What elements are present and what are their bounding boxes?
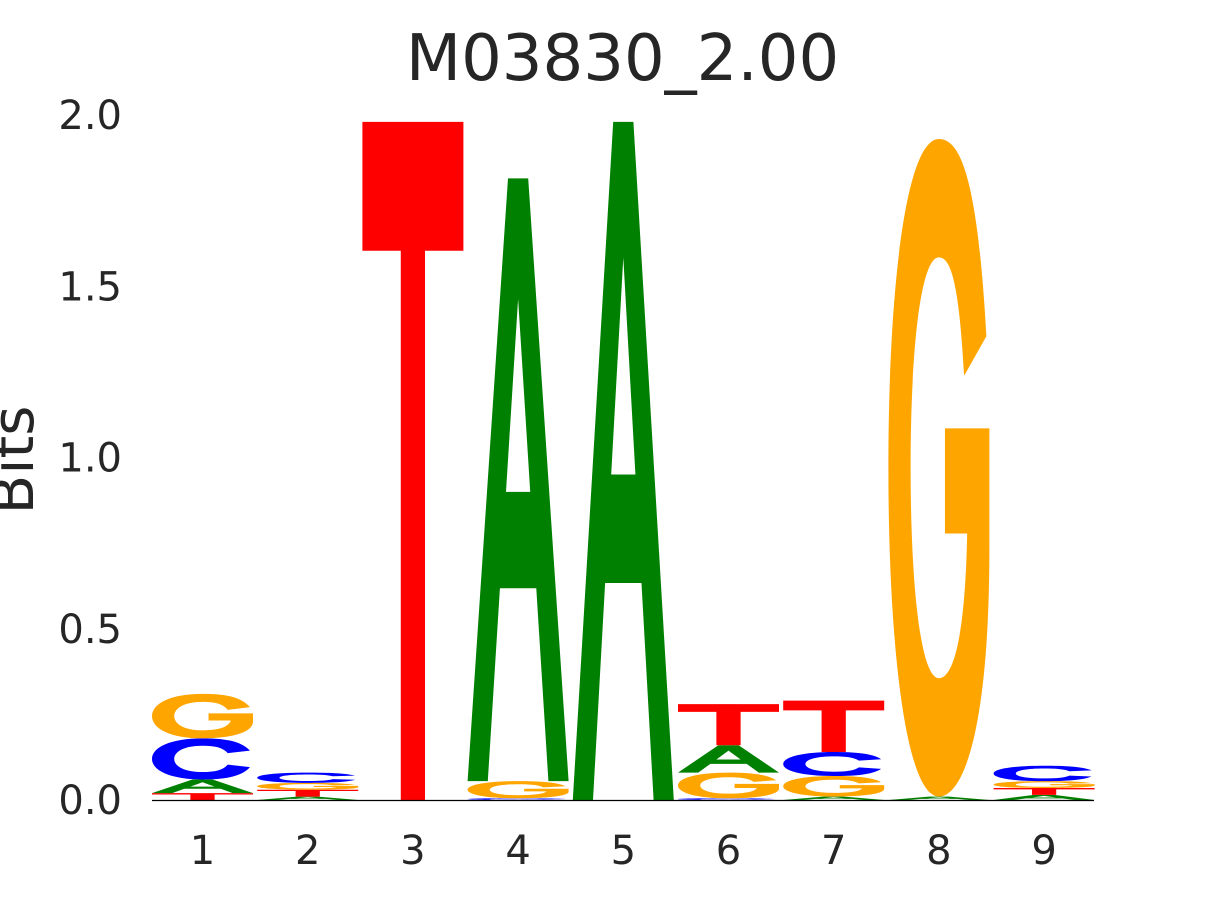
letter-a-pos-4 — [467, 178, 569, 782]
letter-a-pos-1 — [152, 779, 253, 794]
letter-t-pos-2 — [257, 789, 359, 797]
letter-t-pos-7 — [783, 700, 885, 753]
y-axis-label: Bits — [0, 406, 47, 515]
letter-t-pos-9 — [993, 788, 1095, 795]
letter-a-pos-6 — [678, 745, 779, 773]
letter-g-pos-4 — [467, 781, 569, 799]
letter-a-pos-5 — [572, 121, 674, 801]
letter-c-pos-6 — [678, 798, 776, 800]
letter-g-pos-6 — [678, 772, 779, 799]
letter-t-pos-3 — [362, 121, 464, 801]
letter-c-pos-2 — [257, 772, 356, 783]
x-axis: 1 2 3 4 5 6 7 8 9 — [190, 828, 1057, 874]
letter-t-pos-1 — [152, 793, 253, 800]
x-tick-label: 9 — [1031, 828, 1056, 874]
x-tick-label: 5 — [611, 828, 636, 874]
y-axis: 0.0 0.5 1.0 1.5 2.0 — [58, 93, 122, 824]
y-tick-label: 1.5 — [58, 264, 122, 310]
logo-stacks — [152, 121, 1095, 801]
y-tick-label: 0.5 — [58, 607, 122, 653]
letter-c-pos-7 — [783, 752, 882, 777]
logo-column-5 — [572, 121, 674, 801]
letter-a-pos-2 — [257, 796, 359, 800]
y-tick-label: 2.0 — [58, 93, 122, 139]
logo-column-7 — [783, 700, 885, 800]
x-tick-label: 4 — [505, 828, 530, 874]
chart-title: M03830_2.00 — [405, 22, 840, 96]
letter-g-pos-2 — [257, 782, 359, 790]
logo-column-1 — [152, 693, 253, 800]
letter-g-pos-9 — [993, 781, 1095, 789]
logo-column-4 — [467, 178, 569, 800]
letter-a-pos-7 — [783, 796, 885, 800]
letter-c-pos-4 — [467, 798, 566, 800]
letter-t-pos-6 — [678, 704, 779, 746]
logo-column-3 — [362, 121, 464, 801]
x-tick-label: 2 — [295, 828, 320, 874]
logo-column-8 — [888, 138, 990, 800]
letter-c-pos-1 — [152, 738, 250, 780]
x-tick-label: 1 — [190, 828, 215, 874]
x-tick-label: 7 — [821, 828, 846, 874]
letter-g-pos-1 — [152, 693, 253, 739]
logo-column-2 — [257, 772, 359, 800]
logo-column-6 — [678, 704, 779, 800]
logo-column-9 — [993, 765, 1095, 800]
y-tick-label: 1.0 — [58, 436, 122, 482]
letter-a-pos-8 — [888, 796, 990, 800]
x-tick-label: 8 — [926, 828, 951, 874]
x-tick-label: 6 — [716, 828, 741, 874]
x-tick-label: 3 — [400, 828, 425, 874]
letter-g-pos-7 — [783, 776, 885, 797]
letter-a-pos-9 — [993, 794, 1095, 800]
letter-g-pos-8 — [888, 138, 990, 797]
letter-c-pos-9 — [993, 765, 1092, 782]
y-tick-label: 0.0 — [58, 778, 122, 824]
